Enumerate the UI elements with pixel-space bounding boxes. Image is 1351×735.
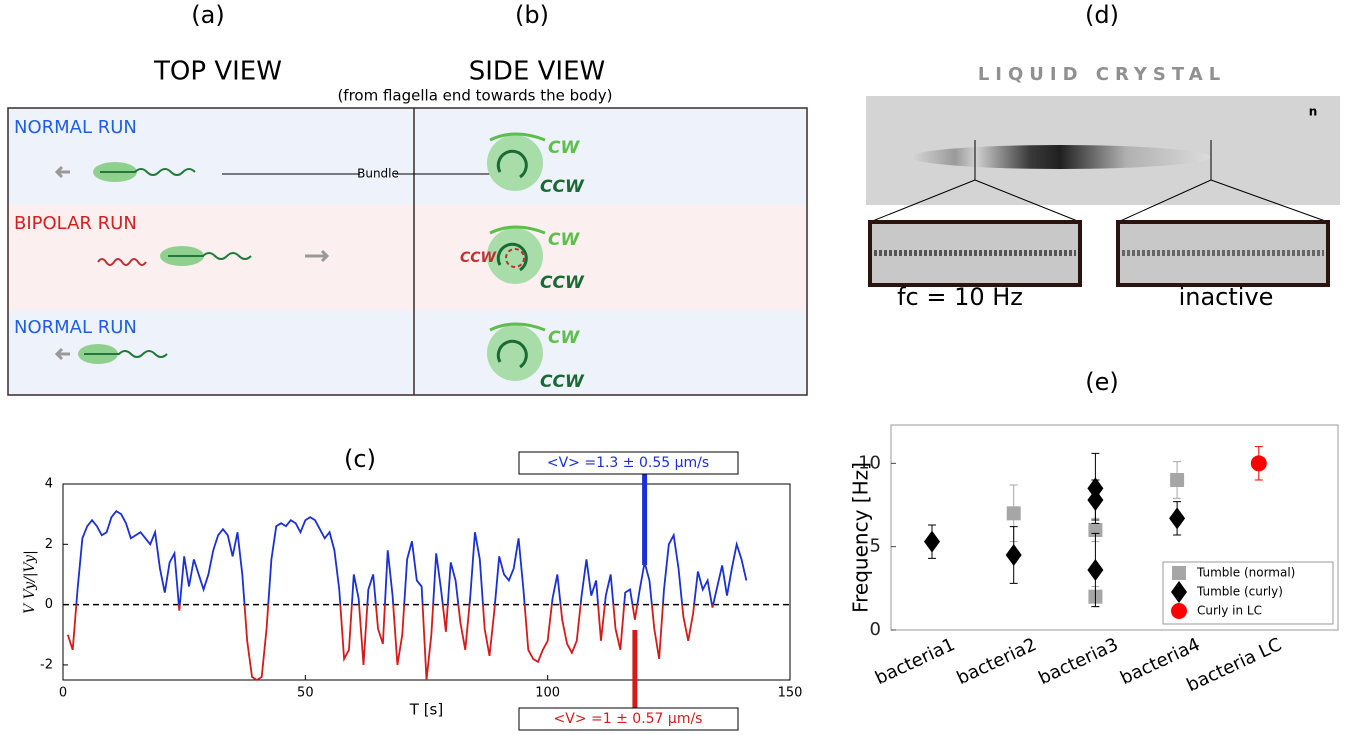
row-label: NORMAL RUN [14,317,137,338]
panel-frame [7,107,808,396]
plot-area [890,424,1339,631]
point [1087,489,1104,511]
point [924,530,940,553]
legend-label: Tumble (curly) [1196,585,1283,599]
legend-marker [1171,603,1187,619]
director-label: n [1309,105,1318,119]
y-tick-label: 5 [870,536,881,557]
y-tick-label: 0 [870,619,881,640]
row-label: BIPOLAR RUN [14,213,137,234]
row-bg [8,310,807,395]
x-tick-label: bacteria2 [954,634,1040,689]
x-tick-label: 100 [535,686,560,701]
point [1005,544,1022,566]
panel-label: (d) [1085,1,1119,29]
annotation-box [518,707,739,731]
side-labels: CW CCW CW CCW CCW CW CCW [460,138,585,392]
inset-caption: fc = 10 Hz [897,283,1023,311]
row-bg [8,205,807,310]
subheading: (from flagella end towards the body) [337,87,612,105]
cw-label: CW [548,138,580,158]
ccw-label: CCW [540,273,585,293]
legend-marker [1171,581,1187,603]
legend-label: Curly in LC [1197,604,1262,618]
image-title: LIQUID CRYSTAL [978,64,1226,85]
rotation-arrows [489,132,546,369]
y-tick-label: 0 [45,597,53,612]
cw-label: CW [548,328,580,348]
heading: TOP VIEW [153,57,282,87]
heading: SIDE VIEW [469,57,605,87]
y-tick-label: 4 [45,477,53,492]
annotation-label: <V> =1 ± 0.57 µm/s [554,711,703,727]
point [1170,473,1185,487]
x-tick-label: bacteria1 [872,634,958,689]
legend-box [1162,561,1334,625]
y-axis-label: Frequency [Hz] [849,462,873,613]
point [1169,507,1186,530]
row-label: NORMAL RUN [14,117,137,138]
x-tick-label: 0 [59,686,67,701]
plot-area [62,483,791,681]
bacterium [54,162,495,364]
side-view [487,135,543,381]
x-tick-label: 50 [297,686,314,701]
x-axis-label: T [s] [409,701,443,719]
inset-caption: inactive [1179,283,1274,311]
chart-title: (e) [1085,368,1119,396]
y-tick-label: 2 [45,537,53,552]
bacterium-image [910,145,1210,169]
ccw-label: CCW [540,177,585,197]
cw-label: CW [548,230,580,250]
inset-pointers [869,140,1329,223]
x-tick-label: 150 [778,686,803,701]
panel-label: (a) [191,1,224,29]
x-tick-label: bacteria3 [1035,634,1121,689]
panel-label: (b) [515,1,549,29]
bundle-label: Bundle [357,167,399,181]
point [1006,506,1021,521]
annotation-label: <V> =1.3 ± 0.55 µm/s [547,455,709,471]
legend-label: Tumble (normal) [1196,566,1295,580]
y-tick-label: -2 [40,657,53,672]
point [1087,559,1104,581]
ccw-label: CCW [540,372,585,392]
signal-line [66,509,748,682]
y-axis-label: V Vy/|Vy| [22,550,38,614]
annotation-box [518,451,739,475]
legend-marker [1172,566,1186,580]
ccw-label: CCW [460,250,497,266]
point [1250,455,1267,472]
row-bg [8,108,807,205]
y-tick-label: 10 [858,452,881,473]
chart-title: (c) [344,445,376,473]
